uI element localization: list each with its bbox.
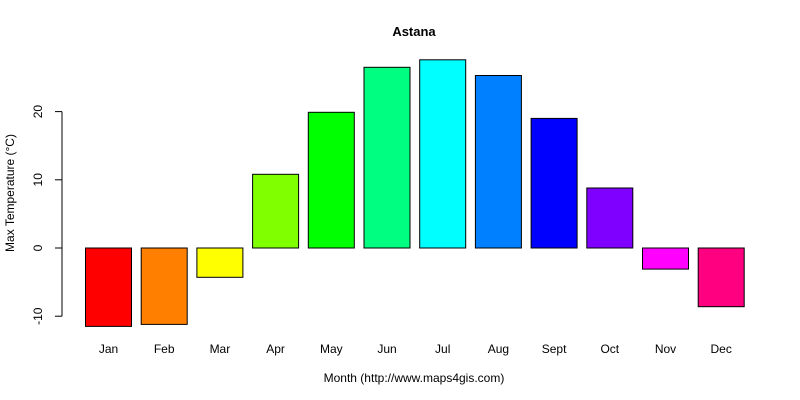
bar-feb [140,247,188,325]
x-tick-label: Mar [210,342,231,356]
x-tick-label: Jan [99,342,118,356]
x-tick-label: Jun [377,342,396,356]
x-tick-label: Sept [542,342,567,356]
bar-nov [642,247,689,270]
bar-mar [196,247,244,278]
bar-oct [586,187,634,249]
x-tick-label: Apr [266,342,285,356]
x-axis-label: Month (http://www.maps4gis.com) [324,371,505,385]
x-tick-label: May [320,342,343,356]
bar-may [307,111,355,249]
x-tick-label: Feb [154,342,175,356]
bar-aug [474,75,522,249]
y-axis-label: Max Temperature (°C) [3,134,17,252]
x-tick-labels: Jan Feb Mar Apr May Jun Jul Aug Sept Oct Nov Dec [99,342,732,356]
y-tick-label: 10 [31,173,45,187]
x-tick-label: Nov [655,342,676,356]
bars-group [85,59,745,327]
y-axis: -10 0 10 20 [31,105,63,325]
y-tick-label: -10 [31,307,45,325]
y-tick-label: 20 [31,105,45,119]
y-tick-label: 0 [31,244,45,251]
bar-dec [697,247,745,308]
x-tick-label: Oct [600,342,619,356]
bar-apr [252,173,300,249]
x-tick-label: Jul [435,342,450,356]
bar-jul [419,59,467,249]
bar-jun [363,66,411,249]
bar-sept [530,117,578,249]
x-tick-label: Aug [488,342,509,356]
x-tick-label: Dec [711,342,732,356]
chart-title: Astana [392,24,436,39]
bar-jan [85,247,132,327]
